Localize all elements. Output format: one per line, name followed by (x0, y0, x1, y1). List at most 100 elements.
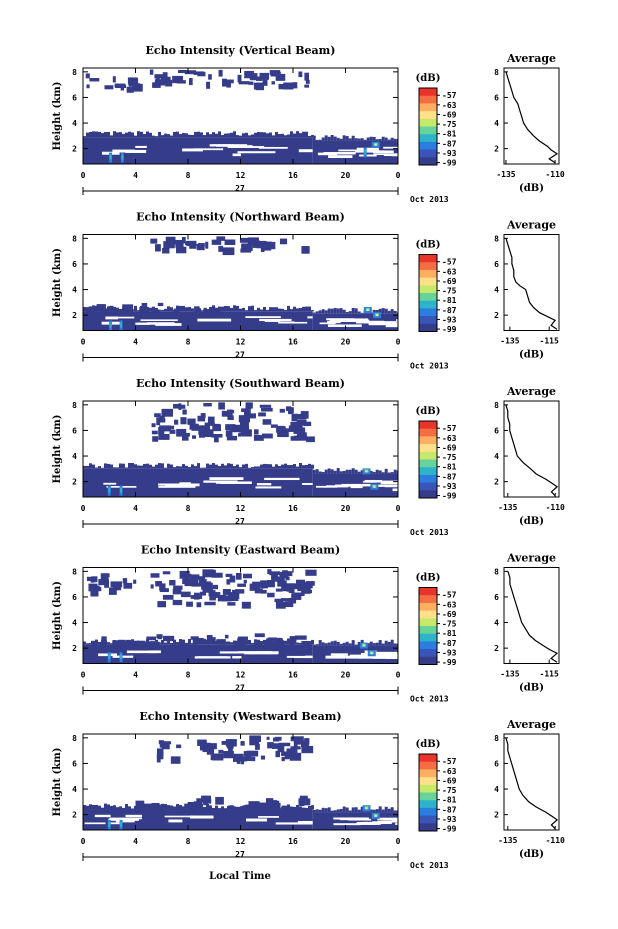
echo-cell (152, 135, 155, 138)
echo-cell (210, 754, 223, 761)
echo-cell (308, 306, 311, 312)
echo-layer (83, 809, 313, 830)
echo-cell (288, 425, 298, 430)
profile-x-tick-label: -135 (498, 503, 517, 512)
colorbar-tick-label: -57 (442, 424, 457, 433)
echo-cell (110, 643, 113, 645)
echo-cell (161, 430, 165, 436)
echo-cell (188, 467, 191, 469)
echo-cell (293, 306, 296, 312)
echo-cell (369, 641, 373, 646)
x-tick-label: 20 (341, 671, 351, 680)
echo-cell (366, 312, 370, 314)
profile-x-label: (dB) (519, 350, 544, 361)
echo-cell (267, 742, 274, 749)
echo-cell (305, 306, 308, 312)
echo-cell (86, 465, 89, 469)
echo-cell (318, 471, 322, 474)
echo-cell (311, 134, 314, 138)
echo-cell (191, 643, 194, 645)
echo-cell (225, 573, 233, 577)
profile-x-tick-label: -135 (496, 170, 515, 179)
colorbar-swatch (419, 323, 437, 332)
echo-gap (193, 148, 224, 151)
y-axis-label: Height (km) (52, 581, 63, 650)
echo-cell (295, 413, 307, 420)
echo-cell (161, 309, 164, 312)
echo-cell (236, 135, 239, 138)
colorbar-tick-label: -87 (442, 639, 457, 648)
echo-cell (342, 470, 346, 474)
echo-cell (107, 306, 114, 311)
profile-y-tick-label: 2 (494, 811, 499, 820)
echo-cell (275, 588, 283, 592)
colorbar-tick-label: -69 (442, 443, 457, 452)
echo-gap (112, 655, 134, 658)
echo-gap (350, 486, 363, 489)
echo-cell (318, 139, 322, 141)
echo-cell (275, 73, 286, 81)
echo-cell (164, 242, 175, 249)
colorbar-tick-label: -93 (442, 315, 457, 324)
echo-gap (255, 486, 282, 489)
echo-cell (302, 807, 305, 810)
echo-cell (131, 808, 134, 810)
echo-cell (170, 643, 176, 651)
echo-cell (181, 236, 186, 244)
echo-cell (293, 806, 296, 810)
echo-cell (274, 598, 284, 603)
echo-cell (324, 310, 328, 314)
echo-cell (302, 465, 305, 469)
echo-cell (290, 421, 301, 429)
echo-cell (354, 644, 358, 646)
echo-cell (366, 137, 370, 141)
echo-cell (154, 413, 161, 418)
echo-cell (161, 639, 164, 645)
echo-cell (146, 636, 157, 641)
echo-cell (191, 583, 200, 587)
echo-cell (152, 806, 155, 810)
echo-gap (98, 653, 118, 657)
echo-gap (109, 817, 142, 820)
echo-cell (363, 139, 367, 141)
profile-y-tick-label: 2 (494, 145, 499, 154)
echo-cell (272, 466, 275, 469)
echo-cell (260, 247, 265, 252)
echo-gap (232, 656, 242, 659)
echo-gap (168, 819, 183, 823)
echo-cell (95, 467, 98, 469)
colorbar-swatch (419, 610, 437, 619)
echo-cell (393, 469, 397, 474)
echo-cell (233, 305, 236, 312)
echo-cell (202, 587, 213, 593)
echo-cell (285, 406, 292, 411)
colorbar-tick-label: -63 (442, 267, 457, 276)
y-axis-label: Height (km) (52, 415, 63, 484)
profile-x-tick-label: -135 (500, 670, 519, 679)
x-tick-label: 8 (186, 171, 191, 180)
echo-cell (243, 409, 251, 418)
echo-cell (233, 640, 236, 645)
echo-cell (209, 594, 216, 601)
echo-cell (253, 429, 259, 435)
echo-cell (209, 306, 212, 312)
colorbar-tick-label: -57 (442, 591, 457, 600)
echo-cell (120, 84, 125, 91)
echo-gap (327, 321, 341, 324)
echo-cell (251, 756, 256, 762)
echo-cell (156, 641, 160, 648)
echo-cell (281, 133, 284, 138)
echo-cell (277, 429, 289, 438)
profile-x-tick-label: -135 (500, 337, 519, 346)
echo-cell (327, 807, 331, 813)
echo-cell (281, 464, 284, 469)
echo-cell (266, 133, 269, 138)
echo-cell (101, 133, 104, 138)
echo-cell (199, 742, 211, 751)
echo-cell (89, 642, 92, 645)
echo-cell (155, 580, 162, 587)
echo-cell (149, 307, 152, 312)
echo-cell (262, 78, 268, 86)
echo-cell (342, 135, 346, 141)
echo-cell (83, 307, 86, 312)
